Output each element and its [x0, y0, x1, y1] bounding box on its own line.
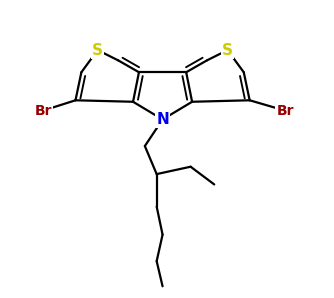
- Text: S: S: [92, 43, 103, 58]
- Text: N: N: [156, 112, 169, 127]
- Text: Br: Br: [34, 104, 52, 118]
- Text: Br: Br: [276, 104, 294, 118]
- Text: S: S: [222, 43, 233, 58]
